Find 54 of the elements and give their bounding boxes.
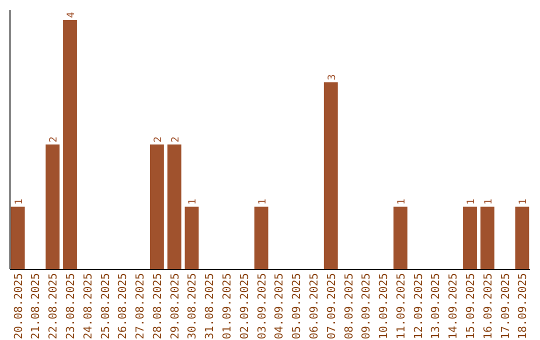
bar (167, 144, 182, 269)
x-tick-label: 06.09.2025 (307, 273, 320, 340)
bar (184, 206, 199, 269)
data-label: 3 (326, 74, 338, 80)
x-tick-label: 08.09.2025 (342, 273, 356, 340)
x-tick-label: 17.09.2025 (498, 273, 512, 340)
x-tick-label: 10.09.2025 (377, 273, 390, 340)
x-tick-label: 01.09.2025 (220, 273, 234, 340)
data-label: 1 (188, 198, 199, 205)
x-tick-label: 22.08.2025 (46, 273, 60, 340)
data-label: 1 (466, 198, 477, 205)
x-tick-label: 15.09.2025 (464, 273, 477, 340)
data-label: 2 (48, 136, 60, 142)
x-tick-label: 13.09.2025 (429, 273, 442, 340)
bar (63, 20, 77, 269)
x-tick-label: 30.08.2025 (186, 273, 199, 340)
x-tick-label: 24.08.2025 (81, 273, 94, 340)
x-tick-label: 20.08.2025 (12, 273, 25, 340)
x-tick-label: 07.09.2025 (324, 273, 338, 340)
x-tick-label: 31.08.2025 (203, 273, 216, 340)
data-label: 2 (152, 136, 164, 142)
x-tick-label: 18.09.2025 (516, 273, 530, 340)
data-label: 2 (170, 136, 182, 142)
bar (463, 206, 477, 269)
x-tick-label: 26.08.2025 (116, 273, 130, 340)
x-tick-label: 29.08.2025 (168, 273, 182, 340)
data-label: 1 (518, 198, 530, 205)
data-label: 1 (14, 198, 25, 205)
x-tick-label: 14.09.2025 (446, 273, 460, 340)
bar (150, 144, 164, 269)
x-tick-label: 11.09.2025 (394, 273, 408, 340)
x-tick-label: 16.09.2025 (481, 273, 494, 340)
bar (324, 82, 338, 269)
x-tick-label: 21.08.2025 (29, 273, 42, 340)
x-tick-label: 09.09.2025 (360, 273, 373, 340)
data-label: 1 (257, 198, 268, 205)
x-tick-label: 05.09.2025 (290, 273, 304, 340)
x-tick-label: 12.09.2025 (412, 273, 425, 340)
data-label: 1 (483, 198, 494, 205)
x-tick-label: 02.09.2025 (238, 273, 251, 340)
bar (480, 206, 494, 269)
x-tick-label: 03.09.2025 (255, 273, 268, 340)
data-label: 4 (66, 12, 77, 18)
bar (515, 206, 530, 269)
x-tick-label: 04.09.2025 (272, 273, 286, 340)
bar (10, 206, 25, 269)
bar (393, 206, 408, 269)
x-tick-label: 25.08.2025 (98, 273, 112, 340)
x-tick-label: 23.08.2025 (64, 273, 77, 340)
bar (254, 206, 268, 269)
bar (46, 144, 60, 269)
x-tick-label: 28.08.2025 (150, 273, 164, 340)
data-label: 1 (396, 198, 408, 205)
x-tick-label: 27.08.2025 (134, 273, 147, 340)
